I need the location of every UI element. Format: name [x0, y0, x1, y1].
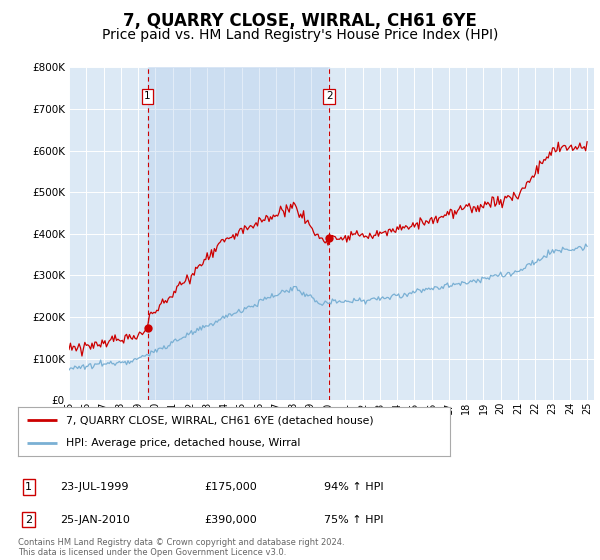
- Text: 7, QUARRY CLOSE, WIRRAL, CH61 6YE (detached house): 7, QUARRY CLOSE, WIRRAL, CH61 6YE (detac…: [65, 416, 373, 426]
- Text: 1: 1: [144, 91, 151, 101]
- Text: 2: 2: [25, 515, 32, 525]
- Text: 94% ↑ HPI: 94% ↑ HPI: [324, 482, 383, 492]
- Text: Price paid vs. HM Land Registry's House Price Index (HPI): Price paid vs. HM Land Registry's House …: [102, 28, 498, 42]
- Text: 75% ↑ HPI: 75% ↑ HPI: [324, 515, 383, 525]
- Text: 1: 1: [25, 482, 32, 492]
- Text: HPI: Average price, detached house, Wirral: HPI: Average price, detached house, Wirr…: [65, 438, 300, 448]
- Text: 25-JAN-2010: 25-JAN-2010: [60, 515, 130, 525]
- Bar: [148, 67, 329, 400]
- Text: £390,000: £390,000: [204, 515, 257, 525]
- Text: £175,000: £175,000: [204, 482, 257, 492]
- Text: 23-JUL-1999: 23-JUL-1999: [60, 482, 128, 492]
- Text: Contains HM Land Registry data © Crown copyright and database right 2024.
This d: Contains HM Land Registry data © Crown c…: [18, 538, 344, 557]
- Text: 7, QUARRY CLOSE, WIRRAL, CH61 6YE: 7, QUARRY CLOSE, WIRRAL, CH61 6YE: [123, 12, 477, 30]
- Text: 2: 2: [326, 91, 332, 101]
